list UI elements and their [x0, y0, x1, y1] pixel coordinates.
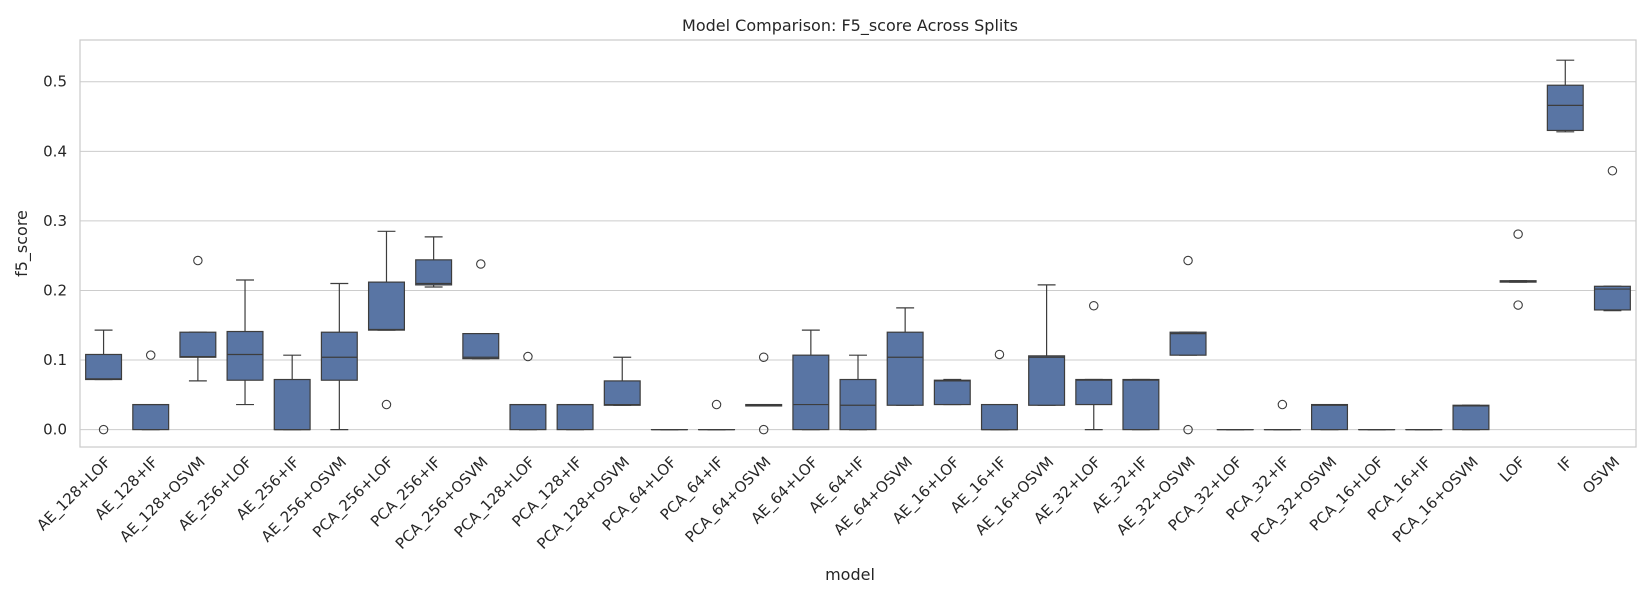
box-body	[604, 381, 640, 405]
box-body	[1547, 85, 1583, 130]
boxes	[86, 60, 1631, 434]
box-PCA_64+OSVM	[746, 353, 782, 434]
y-tick-label: 0.4	[43, 142, 67, 160]
box-body	[1029, 356, 1065, 405]
box-body	[1595, 286, 1631, 310]
outlier-point	[1514, 230, 1522, 238]
outlier-point	[194, 256, 202, 264]
box-body	[180, 332, 216, 357]
box-PCA_128+OSVM	[604, 357, 640, 405]
box-body	[1312, 405, 1348, 430]
x-tick-label: LOF	[1496, 453, 1529, 486]
box-body	[369, 282, 405, 330]
x-tick-label: OSVM	[1579, 453, 1623, 497]
outlier-point	[1090, 302, 1098, 310]
outlier-point	[382, 400, 390, 408]
box-PCA_32+OSVM	[1312, 405, 1348, 430]
outlier-point	[147, 351, 155, 359]
box-PCA_128+IF	[557, 405, 593, 430]
box-OSVM	[1595, 167, 1631, 311]
y-tick-label: 0.1	[43, 351, 67, 369]
chart-title: Model Comparison: F5_score Across Splits	[682, 16, 1018, 36]
box-IF	[1547, 60, 1583, 132]
box-PCA_64+IF	[699, 400, 735, 429]
box-AE_32+IF	[1123, 380, 1159, 430]
box-body	[133, 405, 169, 430]
box-body	[1123, 380, 1159, 430]
y-tick-labels: 0.0 0.1 0.2 0.3 0.4 0.5	[43, 73, 67, 439]
box-body	[321, 332, 357, 380]
box-AE_256+LOF	[227, 280, 263, 405]
box-PCA_256+IF	[416, 237, 452, 287]
box-PCA_16+OSVM	[1453, 405, 1489, 429]
box-body	[463, 334, 499, 359]
box-AE_64+LOF	[793, 330, 829, 429]
outlier-point	[1278, 400, 1286, 408]
outlier-point	[712, 400, 720, 408]
box-AE_16+IF	[982, 350, 1018, 429]
box-body	[982, 405, 1018, 430]
x-tick-label: IF	[1554, 453, 1576, 475]
box-body	[557, 405, 593, 430]
box-body	[510, 405, 546, 430]
box-body	[274, 380, 310, 430]
box-body	[887, 332, 923, 405]
box-AE_16+LOF	[934, 380, 970, 405]
outlier-point	[524, 352, 532, 360]
outlier-point	[1514, 301, 1522, 309]
box-AE_32+OSVM	[1170, 256, 1206, 433]
box-PCA_128+LOF	[510, 352, 546, 429]
box-PCA_256+LOF	[369, 231, 405, 408]
box-AE_32+LOF	[1076, 302, 1112, 430]
box-body	[934, 380, 970, 404]
box-body	[227, 332, 263, 381]
box-PCA_32+IF	[1264, 400, 1300, 429]
box-body	[86, 354, 122, 379]
box-LOF	[1500, 230, 1536, 309]
box-AE_16+OSVM	[1029, 285, 1065, 405]
y-tick-label: 0.0	[43, 421, 67, 439]
box-body	[840, 380, 876, 430]
x-tick-label: PCA_16+OSVM	[1389, 453, 1483, 547]
box-body	[1170, 332, 1206, 355]
box-AE_128+OSVM	[180, 256, 216, 381]
y-tick-label: 0.5	[43, 73, 67, 91]
box-AE_128+IF	[133, 351, 169, 430]
x-axis-label: model	[825, 565, 875, 584]
box-AE_64+OSVM	[887, 308, 923, 405]
box-body	[1453, 405, 1489, 429]
outlier-point	[1608, 167, 1616, 175]
box-body	[1076, 380, 1112, 405]
outlier-point	[1184, 256, 1192, 264]
box-AE_128+LOF	[86, 330, 122, 434]
x-tick-label: PCA_256+LOF	[309, 453, 398, 542]
box-body	[416, 260, 452, 285]
y-tick-label: 0.3	[43, 212, 67, 230]
box-AE_64+IF	[840, 355, 876, 429]
outlier-point	[995, 350, 1003, 358]
box-AE_256+IF	[274, 355, 310, 429]
y-axis-label: f5_score	[12, 210, 32, 277]
outlier-point	[477, 260, 485, 268]
y-tick-label: 0.2	[43, 281, 67, 299]
box-body	[793, 355, 829, 429]
x-tick-labels: AE_128+LOFAE_128+IFAE_128+OSVMAE_256+LOF…	[33, 453, 1623, 553]
box-AE_256+OSVM	[321, 284, 357, 430]
x-tick-label: PCA_128+LOF	[451, 453, 540, 542]
box-PCA_256+OSVM	[463, 260, 499, 359]
